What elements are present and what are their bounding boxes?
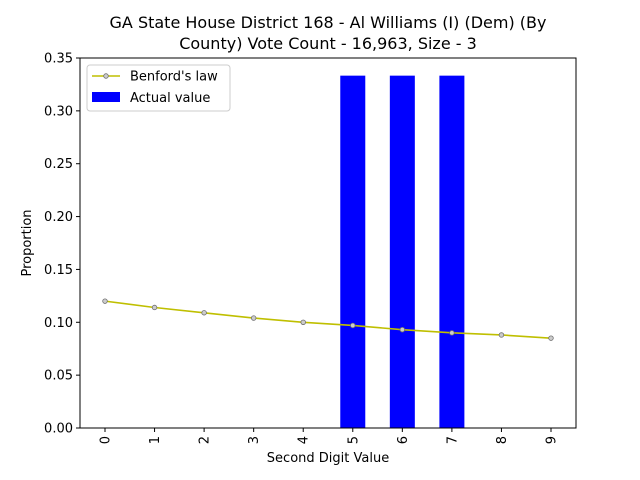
x-tick-label-3: 3 [247,436,262,444]
bar-digit-5 [340,75,366,428]
benford-point-4 [300,319,306,325]
x-tick-label-8: 8 [495,436,510,444]
x-tick-label-7: 7 [445,436,460,444]
x-tick-label-6: 6 [396,436,411,444]
x-tick-label-2: 2 [198,436,213,444]
bar-digit-7 [439,75,465,428]
bar-layer [340,75,465,428]
benford-point-3 [250,315,257,321]
benford-line [104,300,552,339]
benford-point-5 [350,322,356,329]
y-axis-label: Proportion [20,209,35,276]
y-tick-label-0.15: 0.15 [44,263,73,278]
x-tick-label-5: 5 [346,436,361,444]
benford-point-2 [201,310,207,316]
y-tick-label-0.35: 0.35 [44,52,73,67]
benford-point-7 [449,330,455,336]
y-tick-label-0.30: 0.30 [44,104,73,119]
benford-point-6 [399,326,406,333]
legend: Benford's law Actual value [86,64,231,112]
y-axis: 0.00 0.05 0.10 0.15 0.20 0.25 0.30 0.35 [44,52,80,437]
legend-label-actual: Actual value [130,91,210,106]
plot-frame [79,57,577,429]
y-tick-label-0.05: 0.05 [44,369,73,384]
y-tick-label-0.10: 0.10 [44,316,73,331]
y-tick-label-0.20: 0.20 [44,210,73,225]
benford-line-layer [102,298,554,341]
x-tick-label-0: 0 [99,436,114,444]
bar-digit-6 [389,75,415,428]
benford-point-8 [498,332,505,338]
legend-bar-swatch [92,92,120,102]
benford-point-9 [548,335,554,341]
benford-point-0 [102,298,108,304]
chart-title-line2: County) Vote Count - 16,963, Size - 3 [179,34,477,53]
x-axis-label: Second Digit Value [267,451,389,466]
legend-box [86,64,231,112]
legend-line-marker [103,73,109,79]
benford-point-1 [151,304,158,311]
x-tick-label-1: 1 [148,436,163,444]
x-tick-label-4: 4 [297,436,312,444]
chart-title-line1: GA State House District 168 - Al William… [110,13,547,32]
x-axis: 0 1 2 3 4 5 6 7 8 9 [99,428,560,444]
y-tick-label-0.00: 0.00 [44,422,73,437]
legend-label-benford: Benford's law [130,70,218,85]
y-tick-label-0.25: 0.25 [44,157,73,172]
x-tick-label-9: 9 [545,436,560,444]
